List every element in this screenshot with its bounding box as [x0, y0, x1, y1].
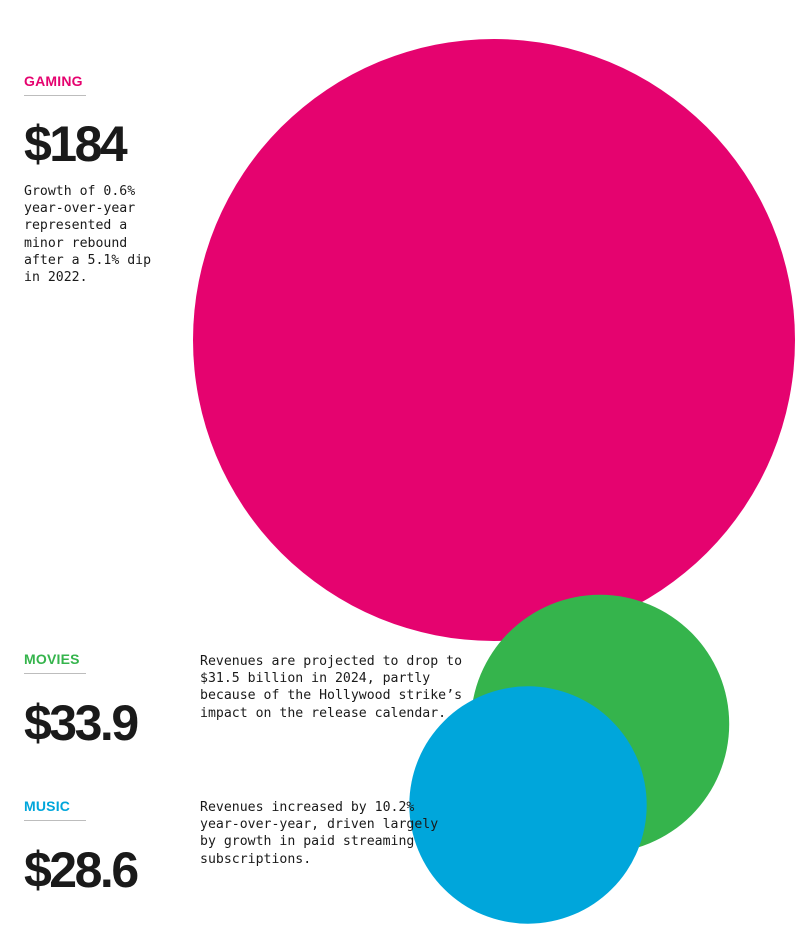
- gaming-value: $184: [24, 116, 128, 172]
- gaming-category-label: GAMING: [24, 73, 86, 96]
- music-description: Revenues increased by 10.2% year-over-ye…: [200, 800, 439, 867]
- music-bubble: [409, 686, 647, 924]
- movies-value: $33.9: [24, 695, 139, 751]
- movies-description: Revenues are projected to drop to $31.5 …: [200, 654, 463, 721]
- gaming-description: Growth of 0.6% year-over-year represente…: [24, 184, 152, 286]
- music-label-text: MUSIC: [24, 798, 86, 821]
- movies-label-text: MOVIES: [24, 651, 86, 674]
- gaming-label-text: GAMING: [24, 73, 86, 96]
- gaming-bubble: [193, 39, 795, 641]
- music-value: $28.6: [24, 842, 139, 898]
- movies-category-label: MOVIES: [24, 651, 86, 674]
- music-category-label: MUSIC: [24, 798, 86, 821]
